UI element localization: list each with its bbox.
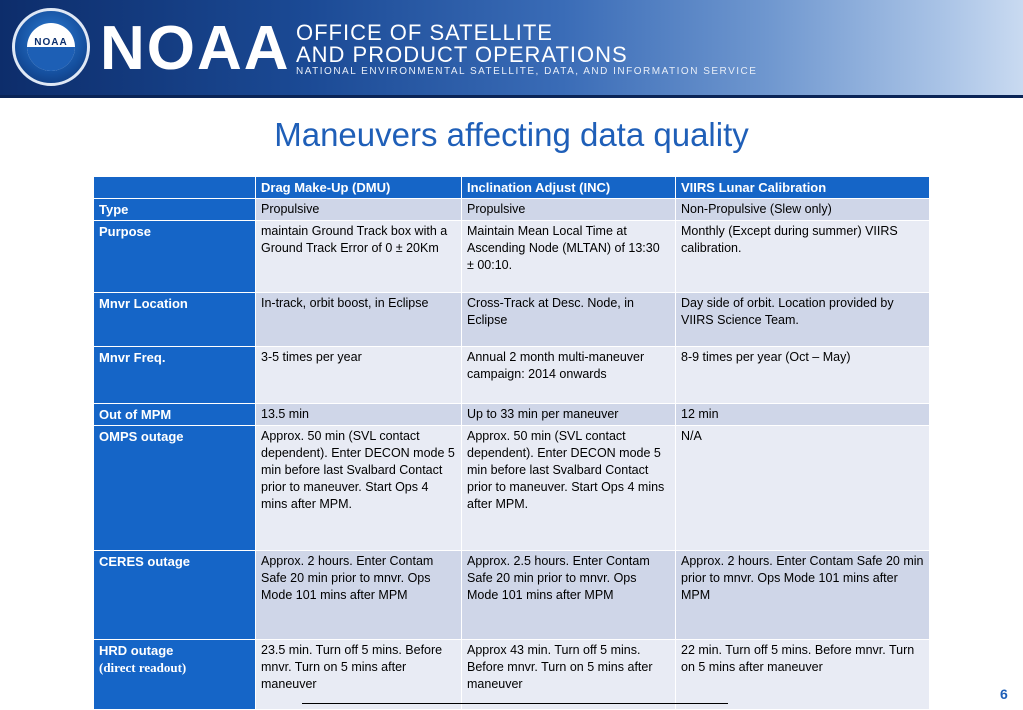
row-header: Mnvr Location: [93, 292, 256, 347]
table-row: OMPS outage Approx. 50 min (SVL contact …: [93, 425, 930, 551]
table-header-row: Drag Make-Up (DMU) Inclination Adjust (I…: [93, 176, 930, 199]
table-cell: Approx. 50 min (SVL contact dependent). …: [461, 425, 676, 551]
table-cell: Annual 2 month multi-maneuver campaign: …: [461, 346, 676, 404]
logo-wave-icon: [27, 47, 75, 71]
table-row: CERES outage Approx. 2 hours. Enter Cont…: [93, 550, 930, 640]
maneuver-table: Drag Make-Up (DMU) Inclination Adjust (I…: [93, 176, 930, 710]
footer-divider: [302, 703, 728, 704]
table-cell: Day side of orbit. Location provided by …: [675, 292, 930, 347]
slide-title: Maneuvers affecting data quality: [274, 116, 749, 153]
row-header: Type: [93, 198, 256, 221]
table-cell: Approx. 2 hours. Enter Contam Safe 20 mi…: [675, 550, 930, 640]
office-line-1: OFFICE OF SATELLITE: [296, 20, 553, 45]
header-banner: NOAA NOAA OFFICE OF SATELLITE AND PRODUC…: [0, 0, 1023, 98]
table-cell: 22 min. Turn off 5 mins. Before mnvr. Tu…: [675, 639, 930, 710]
table-cell: Approx. 2 hours. Enter Contam Safe 20 mi…: [255, 550, 462, 640]
table-row: HRD outage (direct readout) 23.5 min. Tu…: [93, 639, 930, 710]
column-header: VIIRS Lunar Calibration: [675, 176, 930, 199]
table-cell: Monthly (Except during summer) VIIRS cal…: [675, 220, 930, 293]
table-row: Mnvr Freq. 3-5 times per year Annual 2 m…: [93, 346, 930, 404]
table-cell: In-track, orbit boost, in Eclipse: [255, 292, 462, 347]
table-cell: 8-9 times per year (Oct – May): [675, 346, 930, 404]
service-name: NATIONAL ENVIRONMENTAL SATELLITE, DATA, …: [296, 66, 758, 77]
table-cell: 23.5 min. Turn off 5 mins. Before mnvr. …: [255, 639, 462, 710]
row-header: OMPS outage: [93, 425, 256, 551]
row-subheader: (direct readout): [99, 660, 187, 675]
office-line-2: AND PRODUCT OPERATIONS: [296, 42, 628, 67]
row-header: Out of MPM: [93, 403, 256, 426]
column-header: Drag Make-Up (DMU): [255, 176, 462, 199]
page-number: 6: [1000, 686, 1008, 702]
row-header: Purpose: [93, 220, 256, 293]
column-header: Inclination Adjust (INC): [461, 176, 676, 199]
column-header: [93, 176, 256, 199]
table-row: Purpose maintain Ground Track box with a…: [93, 220, 930, 293]
table-cell: Propulsive: [255, 198, 462, 221]
table-cell: 13.5 min: [255, 403, 462, 426]
row-header-with-sub: HRD outage (direct readout): [93, 639, 256, 710]
table-cell: N/A: [675, 425, 930, 551]
brand-name: NOAA: [100, 14, 291, 83]
table-cell: Up to 33 min per maneuver: [461, 403, 676, 426]
table-cell: Maintain Mean Local Time at Ascending No…: [461, 220, 676, 293]
table-cell: Non-Propulsive (Slew only): [675, 198, 930, 221]
row-header: CERES outage: [93, 550, 256, 640]
table-cell: Approx. 50 min (SVL contact dependent). …: [255, 425, 462, 551]
table-cell: 3-5 times per year: [255, 346, 462, 404]
noaa-logo: NOAA: [12, 8, 90, 86]
table-cell: Approx 43 min. Turn off 5 mins. Before m…: [461, 639, 676, 710]
row-header: Mnvr Freq.: [93, 346, 256, 404]
row-header: HRD outage: [99, 643, 174, 658]
table-cell: 12 min: [675, 403, 930, 426]
table-cell: maintain Ground Track box with a Ground …: [255, 220, 462, 293]
table-cell: Approx. 2.5 hours. Enter Contam Safe 20 …: [461, 550, 676, 640]
table-row: Out of MPM 13.5 min Up to 33 min per man…: [93, 403, 930, 426]
table-row: Mnvr Location In-track, orbit boost, in …: [93, 292, 930, 347]
logo-text: NOAA: [34, 37, 68, 48]
table-row: Type Propulsive Propulsive Non-Propulsiv…: [93, 198, 930, 221]
table-cell: Propulsive: [461, 198, 676, 221]
table-cell: Cross-Track at Desc. Node, in Eclipse: [461, 292, 676, 347]
